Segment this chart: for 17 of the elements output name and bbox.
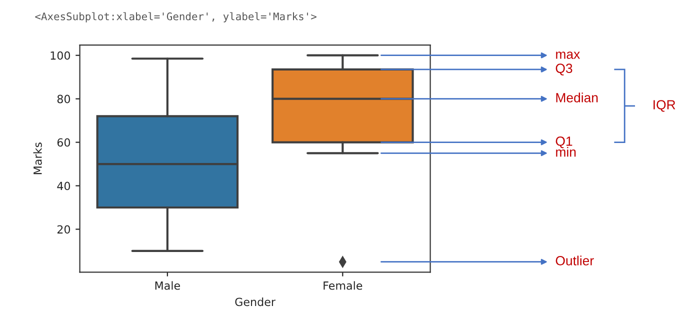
x-tick-label: Female bbox=[324, 281, 362, 290]
text: IQR bbox=[654, 100, 676, 112]
text: Q1 bbox=[556, 136, 572, 148]
y-tick-label: 100 bbox=[50, 51, 70, 60]
y-tick-label: 80 bbox=[57, 94, 70, 104]
x-tick-label: Male bbox=[155, 281, 180, 290]
text: Median bbox=[556, 92, 598, 102]
y-axis-title: Marks bbox=[33, 142, 42, 174]
y-tick-label: 40 bbox=[57, 182, 70, 190]
text: max bbox=[556, 52, 580, 59]
text: Outlier bbox=[556, 256, 594, 266]
text: <AxesSubplot:xlabel='Gender', ylabel='Marks'> bbox=[35, 12, 316, 22]
y-tick-label: 20 bbox=[57, 225, 70, 234]
text: Q3 bbox=[556, 64, 572, 76]
text: min bbox=[556, 147, 576, 157]
x-axis-title: Gender bbox=[235, 297, 276, 306]
y-tick-label: 60 bbox=[57, 138, 70, 147]
